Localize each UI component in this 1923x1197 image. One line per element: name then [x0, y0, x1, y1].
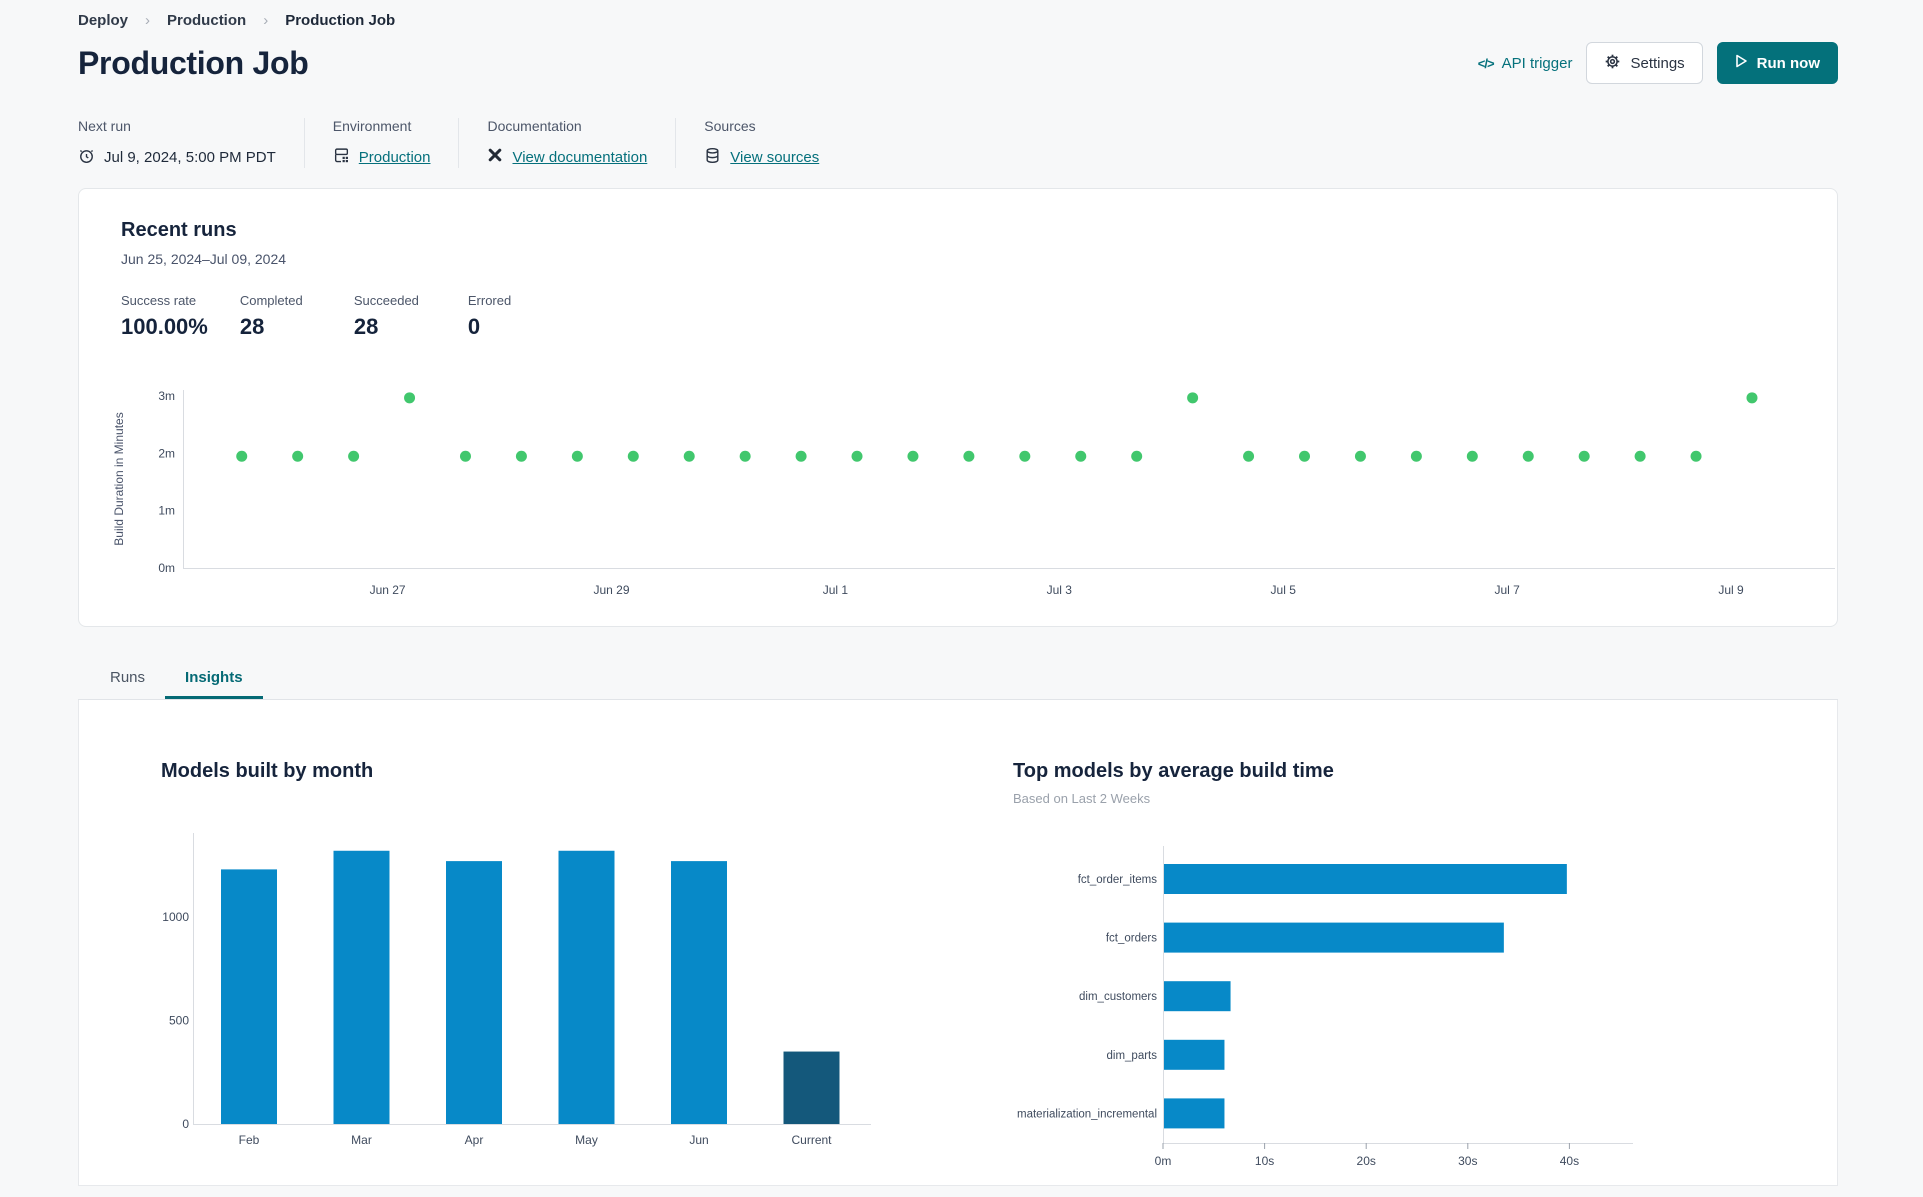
svg-text:Current: Current [791, 1133, 832, 1147]
top-models-chart-title: Top models by average build time [1013, 760, 1334, 782]
svg-text:2m: 2m [158, 446, 175, 460]
top-models-chart-subtitle: Based on Last 2 Weeks [1013, 791, 1151, 806]
breadcrumb: Deploy › Production › Production Job [78, 12, 1838, 29]
insights-panel: Models built by month 0 500 1000 Feb Mar Apr M… [78, 700, 1838, 1186]
stat-errored: Errored 0 [467, 293, 512, 339]
api-trigger-link[interactable]: </> API trigger [1478, 55, 1573, 72]
top-models-block: Top models by average build time Based o… [1013, 760, 1837, 1185]
svg-text:Apr: Apr [465, 1133, 484, 1147]
dbt-docs-icon [487, 147, 503, 167]
svg-text:Feb: Feb [239, 1133, 260, 1147]
svg-text:Jul 5: Jul 5 [1271, 583, 1297, 597]
recent-runs-stats: Success rate 100.00% Completed 28 Succee… [121, 293, 1795, 340]
svg-text:May: May [575, 1133, 598, 1147]
svg-text:Jun 29: Jun 29 [593, 583, 629, 597]
svg-text:Jul 3: Jul 3 [1047, 583, 1073, 597]
gear-icon [1604, 53, 1621, 74]
tabbar: Runs Insights [78, 657, 1838, 700]
code-icon: </> [1477, 55, 1495, 71]
svg-text:fct_order_items: fct_order_items [1078, 874, 1158, 886]
svg-text:Jul 1: Jul 1 [823, 583, 849, 597]
stat-completed: Completed 28 [239, 293, 303, 339]
database-icon [704, 147, 721, 168]
breadcrumb-production[interactable]: Production [167, 12, 247, 29]
environment-label: Environment [332, 118, 412, 134]
view-sources-link[interactable]: View sources [730, 149, 820, 166]
breadcrumb-production-job: Production Job [285, 12, 396, 29]
chevron-right-icon: › [145, 12, 151, 29]
svg-text:3m: 3m [158, 389, 175, 403]
stat-success-rate: Success rate 100.00% [121, 293, 208, 339]
environment-icon [333, 147, 350, 168]
svg-text:10s: 10s [1255, 1154, 1274, 1168]
recent-runs-title: Recent runs [121, 219, 237, 241]
run-now-label: Run now [1756, 54, 1820, 72]
svg-text:20s: 20s [1357, 1154, 1376, 1168]
recent-runs-card: Recent runs Jun 25, 2024–Jul 09, 2024 Su… [78, 188, 1838, 627]
tab-runs[interactable]: Runs [110, 669, 146, 686]
documentation-column: Documentation View documentation [458, 118, 675, 168]
recent-runs-date-range: Jun 25, 2024–Jul 09, 2024 [121, 251, 287, 267]
svg-text:dim_customers: dim_customers [1079, 991, 1157, 1003]
svg-text:Jul 9: Jul 9 [1718, 583, 1744, 597]
svg-text:0: 0 [182, 1117, 189, 1131]
timer-icon [78, 147, 95, 168]
svg-text:fct_orders: fct_orders [1106, 933, 1157, 945]
sources-column: Sources View sources [675, 118, 847, 168]
stat-succeeded: Succeeded 28 [353, 293, 419, 339]
svg-text:Mar: Mar [351, 1133, 372, 1147]
models-built-by-month-block: Models built by month 0 500 1000 Feb Mar Apr M… [161, 760, 1013, 1185]
svg-text:Jul 7: Jul 7 [1494, 583, 1520, 597]
svg-text:500: 500 [169, 1014, 189, 1028]
svg-text:0m: 0m [1155, 1154, 1172, 1168]
environment-link[interactable]: Production [358, 149, 431, 166]
svg-text:0m: 0m [158, 561, 175, 575]
svg-text:Jun: Jun [689, 1133, 708, 1147]
svg-text:40s: 40s [1560, 1154, 1579, 1168]
svg-text:Jun 27: Jun 27 [370, 583, 406, 597]
header-actions: </> API trigger Settings [1478, 42, 1838, 84]
sources-label: Sources [704, 118, 756, 134]
models-built-chart-title: Models built by month [161, 760, 374, 782]
next-run-label: Next run [78, 118, 131, 134]
tab-insights[interactable]: Insights [165, 657, 263, 699]
play-icon [1735, 54, 1748, 72]
environment-column: Environment Production [303, 118, 459, 168]
svg-text:materialization_incremental: materialization_incremental [1017, 1108, 1157, 1120]
svg-text:1000: 1000 [162, 910, 189, 924]
svg-text:1m: 1m [158, 504, 175, 518]
run-duration-scatter-chart: Build Duration in Minutes 0m 1m 2m 3m Jun 27 J… [112, 389, 1835, 597]
svg-text:Build Duration in Minutes: Build Duration in Minutes [112, 412, 126, 545]
svg-text:30s: 30s [1458, 1154, 1477, 1168]
view-documentation-link[interactable]: View documentation [512, 148, 648, 166]
page-title: Production Job [78, 44, 309, 81]
svg-text:dim_parts: dim_parts [1107, 1050, 1158, 1062]
job-meta-row: Next run Jul 9, 2024, 5:00 PM PDT Enviro… [78, 118, 1838, 168]
next-run-column: Next run Jul 9, 2024, 5:00 PM PDT [78, 118, 304, 168]
models-built-bar-chart: 0 500 1000 Feb Mar Apr May Jun Current [162, 833, 871, 1147]
breadcrumb-deploy[interactable]: Deploy [78, 12, 129, 29]
top-models-hbar-chart: fct_order_items fct_orders dim_customersdi… [1017, 846, 1633, 1168]
settings-label: Settings [1630, 54, 1685, 72]
settings-button[interactable]: Settings [1586, 42, 1703, 84]
chevron-right-icon: › [263, 12, 269, 29]
page-header: Production Job </> API trigger [78, 42, 1838, 84]
documentation-label: Documentation [487, 118, 582, 134]
api-trigger-label: API trigger [1501, 54, 1573, 72]
run-now-button[interactable]: Run now [1716, 42, 1838, 84]
next-run-value: Jul 9, 2024, 5:00 PM PDT [104, 149, 276, 166]
